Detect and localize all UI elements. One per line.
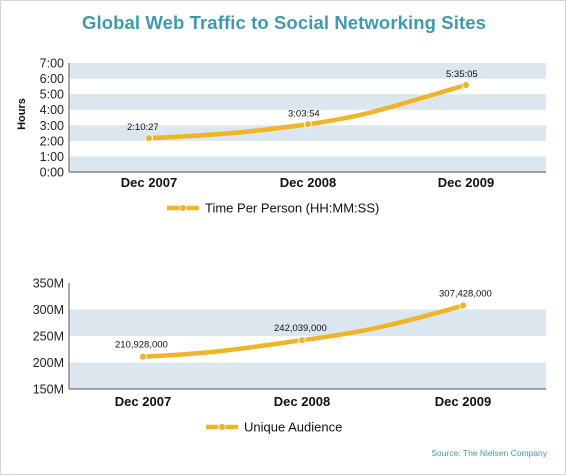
y-tick-label: 7:00 xyxy=(40,57,64,71)
grid-band xyxy=(69,309,546,336)
grid-band xyxy=(69,156,546,172)
data-label: 242,039,000 xyxy=(274,323,327,334)
source-note: Source: The Nielsen Company xyxy=(431,448,547,458)
chart-title: Global Web Traffic to Social Networking … xyxy=(81,12,487,33)
legend-label: Unique Audience xyxy=(244,420,342,435)
data-label: 5:35:05 xyxy=(446,69,478,80)
y-tick-label: 2:00 xyxy=(40,134,64,148)
y-tick-label: 4:00 xyxy=(40,103,64,117)
x-tick-label: Dec 2007 xyxy=(121,175,177,190)
data-label: 2:10:27 xyxy=(127,122,159,133)
grid-band xyxy=(69,362,546,389)
legend-swatch-marker xyxy=(178,203,188,213)
data-point xyxy=(297,336,307,345)
x-tick-label: Dec 2008 xyxy=(280,175,336,190)
y-tick-label: 300M xyxy=(33,303,64,317)
unique-audience-chart: 150M 200M 250M 300M 350M Dec 2007 Dec 2008 Dec … xyxy=(33,277,546,435)
data-point xyxy=(461,80,471,90)
y-tick-label: 200M xyxy=(33,356,64,370)
x-tick-label: Dec 2009 xyxy=(435,394,491,409)
x-tick-label: Dec 2008 xyxy=(274,394,330,409)
x-tick-label: Dec 2007 xyxy=(115,394,171,409)
y-tick-label: 250M xyxy=(33,330,64,344)
x-tick-label: Dec 2009 xyxy=(438,175,494,190)
y-tick-label: 6:00 xyxy=(40,72,64,86)
data-point xyxy=(138,352,148,361)
time-per-person-chart: 0:00 1:00 2:003:00 4:005:00 6:007:00 Hours Dec… xyxy=(16,57,546,216)
y-axis-label: Hours xyxy=(16,98,28,130)
data-label: 210,928,000 xyxy=(115,340,168,351)
y-tick-label: 1:00 xyxy=(40,150,64,164)
legend-label: Time Per Person (HH:MM:SS) xyxy=(205,201,379,216)
data-label: 3:03:54 xyxy=(288,108,320,119)
data-point xyxy=(303,120,313,129)
data-point xyxy=(458,301,468,310)
y-tick-label: 3:00 xyxy=(40,119,64,133)
grid-band xyxy=(69,63,546,79)
y-tick-label: 350M xyxy=(33,277,64,291)
legend-swatch-marker xyxy=(217,422,227,432)
y-tick-label: 150M xyxy=(33,383,64,397)
y-tick-label: 5:00 xyxy=(40,88,64,102)
data-label: 307,428,000 xyxy=(439,289,492,300)
y-tick-label: 0:00 xyxy=(40,166,64,180)
data-point xyxy=(144,134,154,143)
